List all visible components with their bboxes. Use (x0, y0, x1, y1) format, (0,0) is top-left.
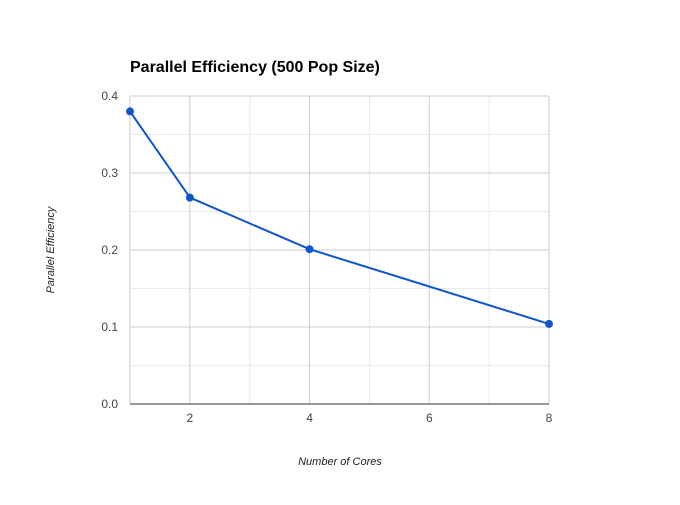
x-tick-label: 6 (426, 411, 433, 425)
x-tick-label: 4 (306, 411, 313, 425)
x-tick-label: 2 (187, 411, 194, 425)
tick-labels: 0.0 0.1 0.2 0.3 0.4 2 4 6 8 (101, 89, 552, 425)
y-tick-label: 0.0 (101, 397, 118, 411)
y-tick-label: 0.1 (101, 320, 118, 334)
y-tick-label: 0.4 (101, 89, 118, 103)
chart-title: Parallel Efficiency (500 Pop Size) (130, 59, 380, 76)
data-point (185, 193, 194, 202)
x-tick-label: 8 (546, 411, 553, 425)
x-axis-title: Number of Cores (298, 456, 382, 468)
data-point (545, 319, 553, 328)
grid-layer (129, 95, 550, 404)
series-line (129, 110, 550, 325)
y-axis-title: Parallel Efficiency (45, 205, 57, 293)
y-tick-label: 0.2 (101, 243, 118, 257)
data-point (305, 245, 314, 254)
y-tick-label: 0.3 (101, 166, 118, 180)
series-layer (126, 107, 553, 328)
data-point (126, 107, 134, 116)
